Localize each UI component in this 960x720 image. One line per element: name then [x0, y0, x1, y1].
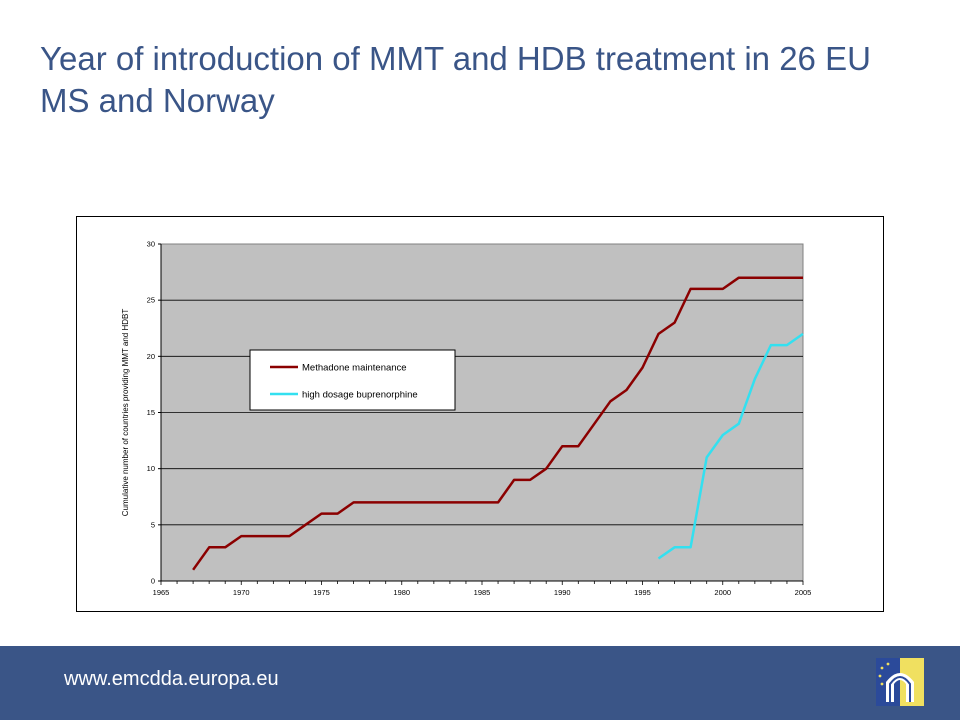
series-line-methadone	[192, 276, 803, 571]
legend: Methadone maintenance high dosage bupreno…	[249, 349, 456, 411]
x-tick-label: 1985	[474, 588, 491, 597]
x-tick-label: 1990	[554, 588, 571, 597]
x-tick-label: 1980	[393, 588, 410, 597]
emcdda-logo-icon	[876, 658, 924, 706]
y-tick-label: 30	[147, 240, 155, 249]
y-tick-label: 15	[147, 408, 155, 417]
x-tick-label: 1995	[634, 588, 651, 597]
footer-bar: www.emcdda.europa.eu	[0, 646, 960, 720]
chart-frame: 0 5 10 15 20 25 30 1965 1970 1975 1980 1985 1990 1995…	[76, 216, 884, 612]
y-tick-label: 20	[147, 352, 155, 361]
x-tick-label: 1970	[233, 588, 250, 597]
y-axis-title: Cumulative number of countries providing…	[121, 309, 130, 517]
legend-label: high dosage buprenorphine	[302, 390, 418, 401]
x-tick-label: 2005	[795, 588, 812, 597]
legend-box	[249, 349, 456, 411]
slide-title: Year of introduction of MMT and HDB trea…	[40, 40, 871, 119]
series-line-buprenorphine	[657, 332, 804, 560]
x-tick-label: 1965	[153, 588, 170, 597]
x-tick-label: 2000	[714, 588, 731, 597]
x-tick-label: 1975	[313, 588, 330, 597]
y-tick-label: 5	[151, 520, 155, 529]
legend-label: Methadone maintenance	[302, 363, 407, 374]
footer-url[interactable]: www.emcdda.europa.eu	[64, 668, 279, 690]
y-tick-label: 10	[147, 464, 155, 473]
y-tick-label: 25	[147, 296, 155, 305]
y-tick-label: 0	[151, 577, 155, 586]
line-chart: 0 5 10 15 20 25 30 1965 1970 1975 1980 1985 1990 1995…	[121, 240, 812, 598]
